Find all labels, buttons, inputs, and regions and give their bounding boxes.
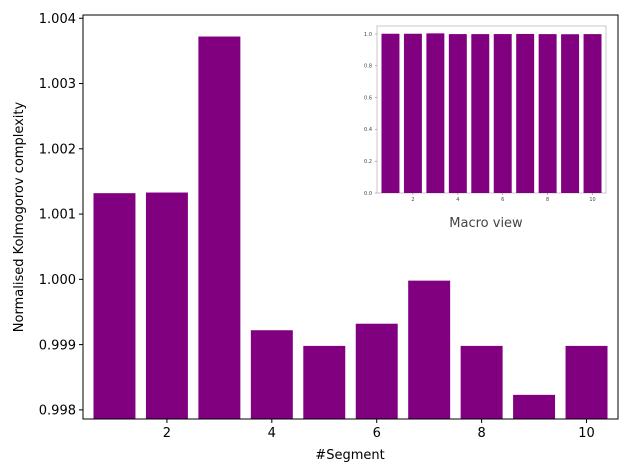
- x-tick-label: 4: [456, 197, 459, 203]
- inset-chart: 2 4 6 8 10 0.0 0.2 0.4 0.6 0.8 1.0 Macro view: [364, 25, 607, 231]
- y-tick-label: 1.0: [364, 32, 372, 38]
- x-tick-label: 6: [373, 426, 381, 441]
- bar-segment-6: [493, 34, 512, 193]
- y-tick-label: 1.000: [39, 273, 76, 288]
- bar-segment-4: [448, 34, 467, 193]
- main-plot-frame: [82, 14, 619, 420]
- bar-segment-10: [565, 345, 608, 419]
- bar-segment-9: [513, 394, 556, 419]
- inset-title: Macro view: [449, 216, 523, 231]
- y-tick-label: 0.998: [39, 404, 76, 419]
- inset-bars: [381, 33, 602, 194]
- y-tick-label: 1.001: [39, 208, 76, 223]
- bar-segment-4: [250, 330, 293, 419]
- y-tick-label: 1.003: [39, 77, 76, 92]
- main-y-axis-label: Normalised Kolmogorov complexity: [12, 101, 27, 332]
- bar-segment-10: [583, 34, 602, 194]
- bar-segment-3: [426, 33, 445, 193]
- main-bars: [93, 36, 608, 419]
- x-tick-label: 6: [501, 197, 504, 203]
- bar-segment-8: [538, 34, 557, 194]
- x-tick-label: 8: [546, 197, 549, 203]
- x-tick-label: 10: [578, 426, 595, 441]
- y-tick-label: 0.8: [364, 64, 372, 70]
- inset-x-ticks: 2 4 6 8 10: [411, 193, 596, 203]
- bar-segment-8: [460, 345, 503, 419]
- bar-segment-6: [355, 323, 398, 419]
- x-tick-label: 8: [477, 426, 485, 441]
- y-tick-label: 0.6: [364, 95, 372, 101]
- x-tick-label: 4: [268, 426, 276, 441]
- main-x-axis-label: #Segment: [315, 448, 384, 463]
- bar-segment-9: [561, 34, 580, 194]
- main-x-ticks: 2 4 6 8 10: [163, 419, 595, 441]
- inset-y-ticks: 0.0 0.2 0.4 0.6 0.8 1.0: [364, 32, 377, 197]
- main-y-ticks: 0.998 0.999 1.000 1.001 1.002 1.003 1.004: [39, 12, 83, 419]
- bar-segment-5: [471, 34, 490, 194]
- bar-segment-7: [408, 280, 451, 419]
- y-tick-label: 0.4: [364, 127, 372, 133]
- y-tick-label: 0.2: [364, 159, 372, 165]
- x-tick-label: 10: [589, 197, 595, 203]
- y-tick-label: 0.0: [364, 191, 372, 197]
- x-tick-label: 2: [163, 426, 171, 441]
- bar-segment-1: [381, 33, 400, 193]
- bar-segment-7: [516, 33, 535, 194]
- bar-segment-3: [198, 36, 241, 419]
- y-tick-label: 1.002: [39, 142, 76, 157]
- x-tick-label: 2: [411, 197, 414, 203]
- bar-segment-5: [303, 345, 346, 419]
- bar-segment-1: [93, 193, 136, 419]
- bar-segment-2: [145, 192, 188, 419]
- y-tick-label: 0.999: [39, 338, 76, 353]
- y-tick-label: 1.004: [39, 12, 76, 27]
- bar-segment-2: [403, 33, 422, 193]
